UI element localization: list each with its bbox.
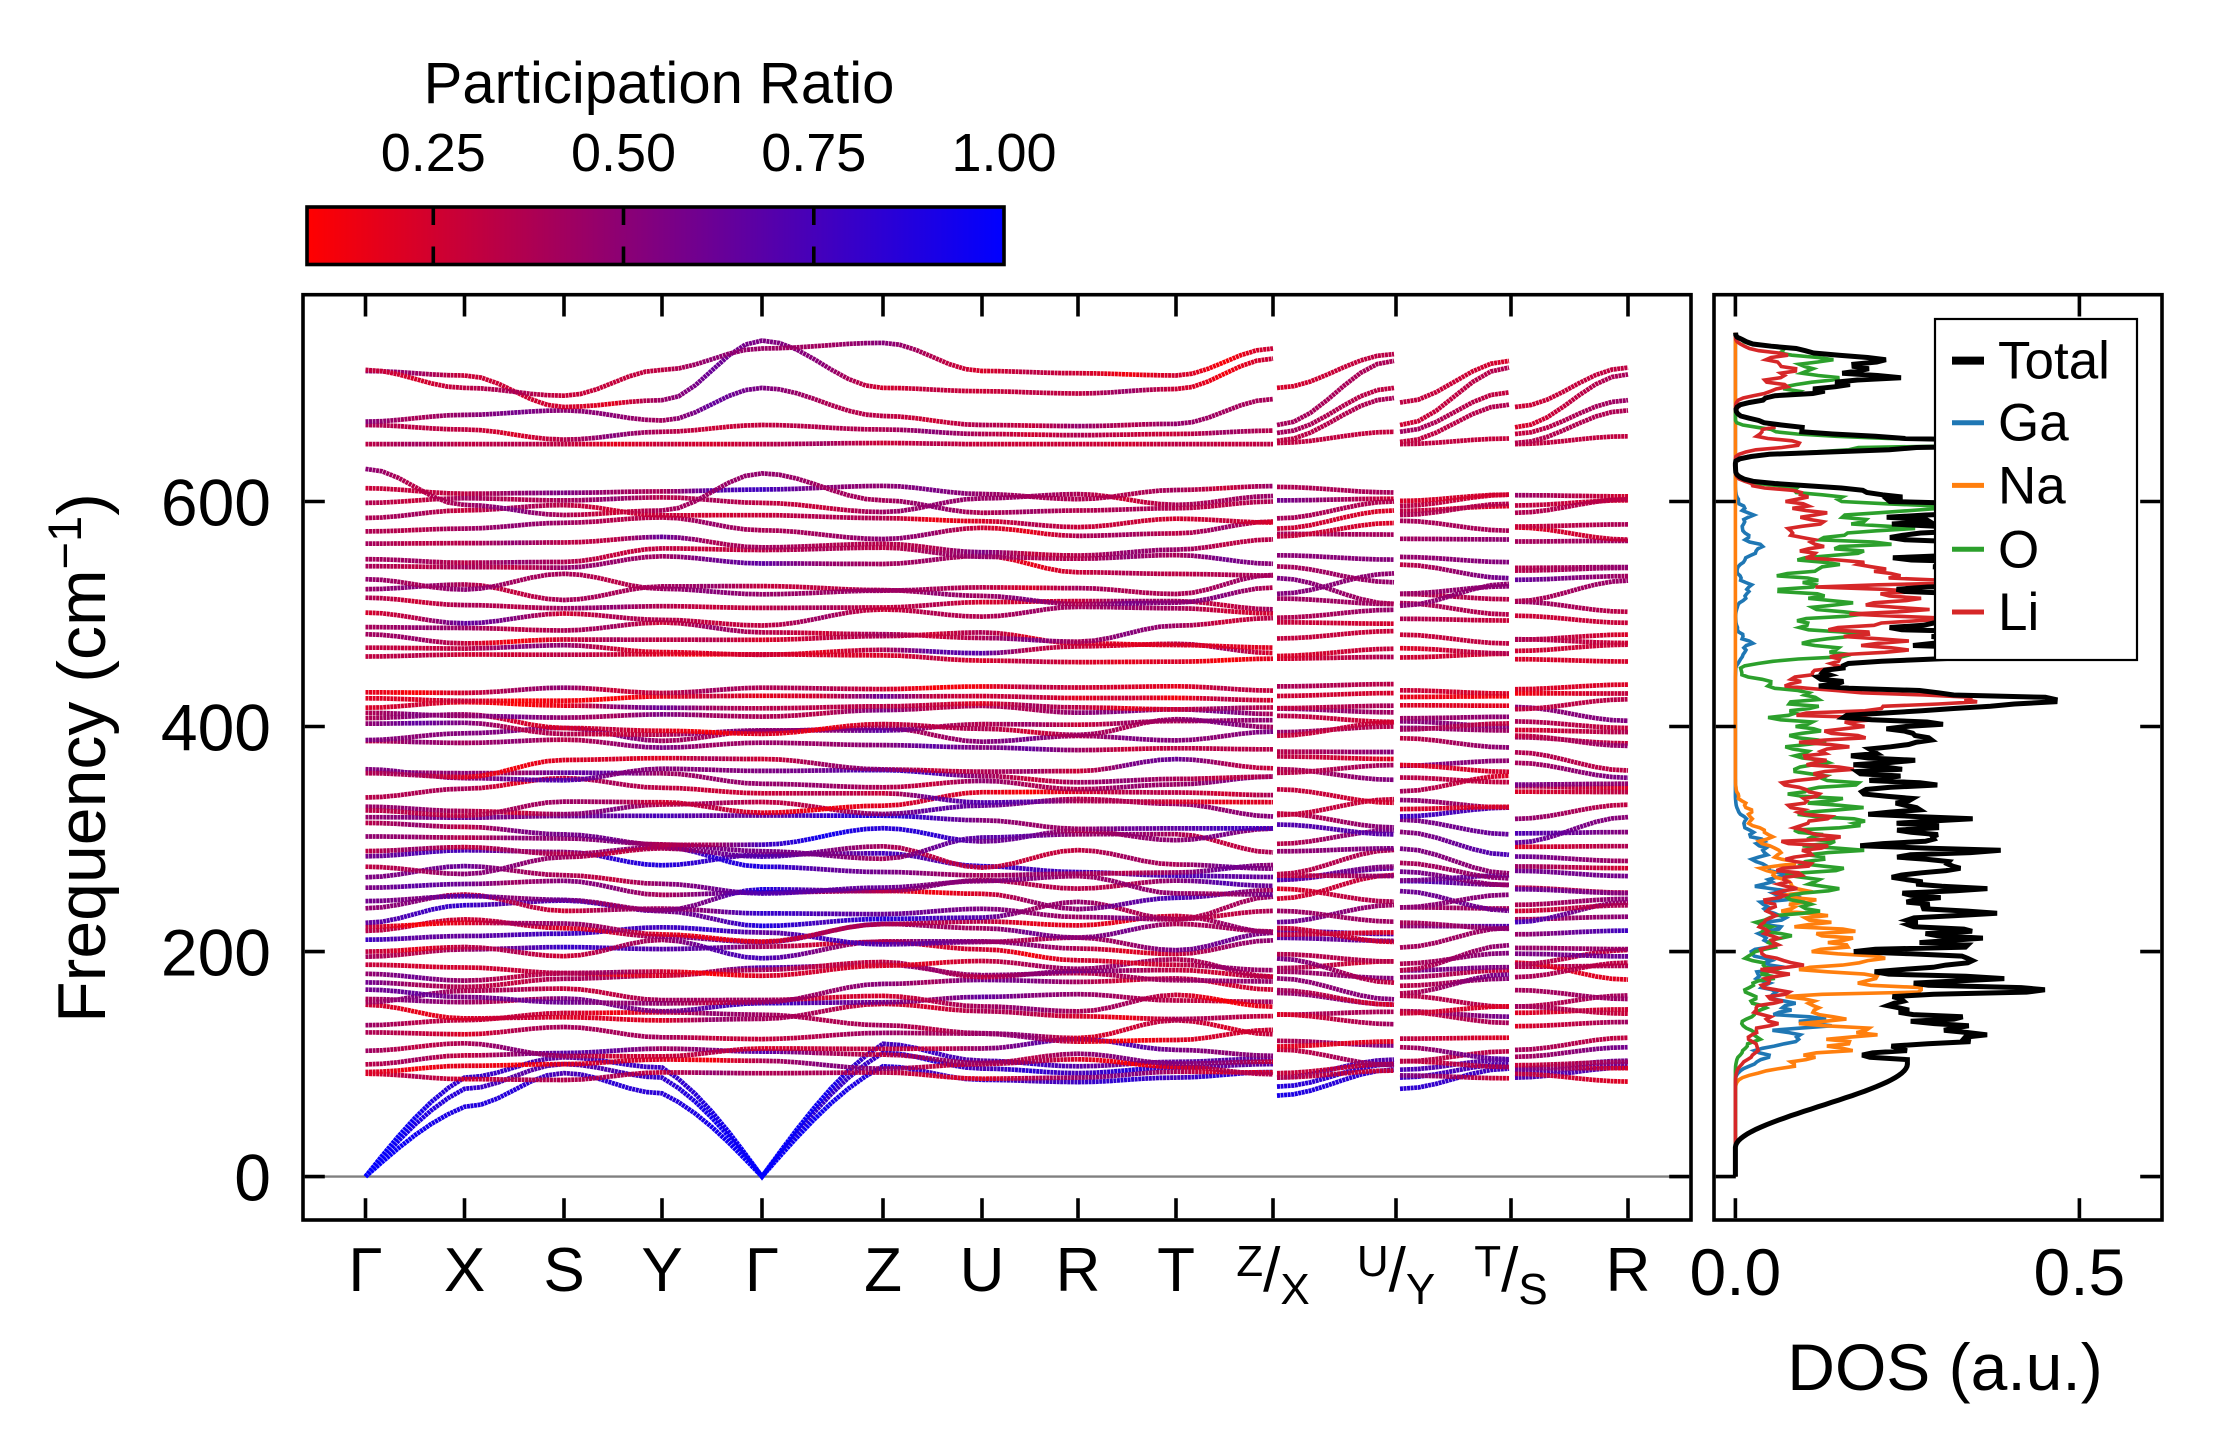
- svg-text:DOS (a.u.): DOS (a.u.): [1787, 1330, 2102, 1404]
- svg-text:Γ: Γ: [745, 1236, 779, 1305]
- svg-text:0.5: 0.5: [2034, 1235, 2126, 1309]
- svg-text:600: 600: [161, 466, 271, 540]
- svg-text:S: S: [543, 1236, 584, 1305]
- svg-text:X: X: [444, 1236, 485, 1305]
- svg-text:T/S: T/S: [1474, 1236, 1547, 1314]
- svg-text:1.00: 1.00: [951, 123, 1056, 183]
- svg-text:400: 400: [161, 691, 271, 765]
- svg-text:T: T: [1157, 1236, 1195, 1305]
- svg-text:200: 200: [161, 916, 271, 990]
- svg-text:Participation Ratio: Participation Ratio: [424, 51, 895, 116]
- svg-text:Frequency (cm−1): Frequency (cm−1): [38, 493, 120, 1023]
- svg-text:U: U: [960, 1236, 1005, 1305]
- svg-text:R: R: [1606, 1236, 1651, 1305]
- svg-text:0.50: 0.50: [571, 123, 676, 183]
- svg-text:Y: Y: [641, 1236, 682, 1305]
- svg-text:Γ: Γ: [348, 1236, 382, 1305]
- svg-text:0.75: 0.75: [761, 123, 866, 183]
- svg-text:R: R: [1056, 1236, 1101, 1305]
- svg-text:Li: Li: [1998, 583, 2039, 642]
- svg-text:0.0: 0.0: [1690, 1235, 1782, 1309]
- svg-text:Ga: Ga: [1998, 394, 2069, 453]
- svg-text:Z/X: Z/X: [1236, 1236, 1309, 1314]
- svg-text:U/Y: U/Y: [1357, 1236, 1435, 1314]
- svg-text:0.25: 0.25: [381, 123, 486, 183]
- svg-text:Total: Total: [1998, 332, 2110, 391]
- svg-text:Z: Z: [864, 1236, 902, 1305]
- svg-text:Na: Na: [1998, 456, 2066, 515]
- svg-text:O: O: [1998, 520, 2039, 579]
- svg-text:0: 0: [234, 1141, 271, 1215]
